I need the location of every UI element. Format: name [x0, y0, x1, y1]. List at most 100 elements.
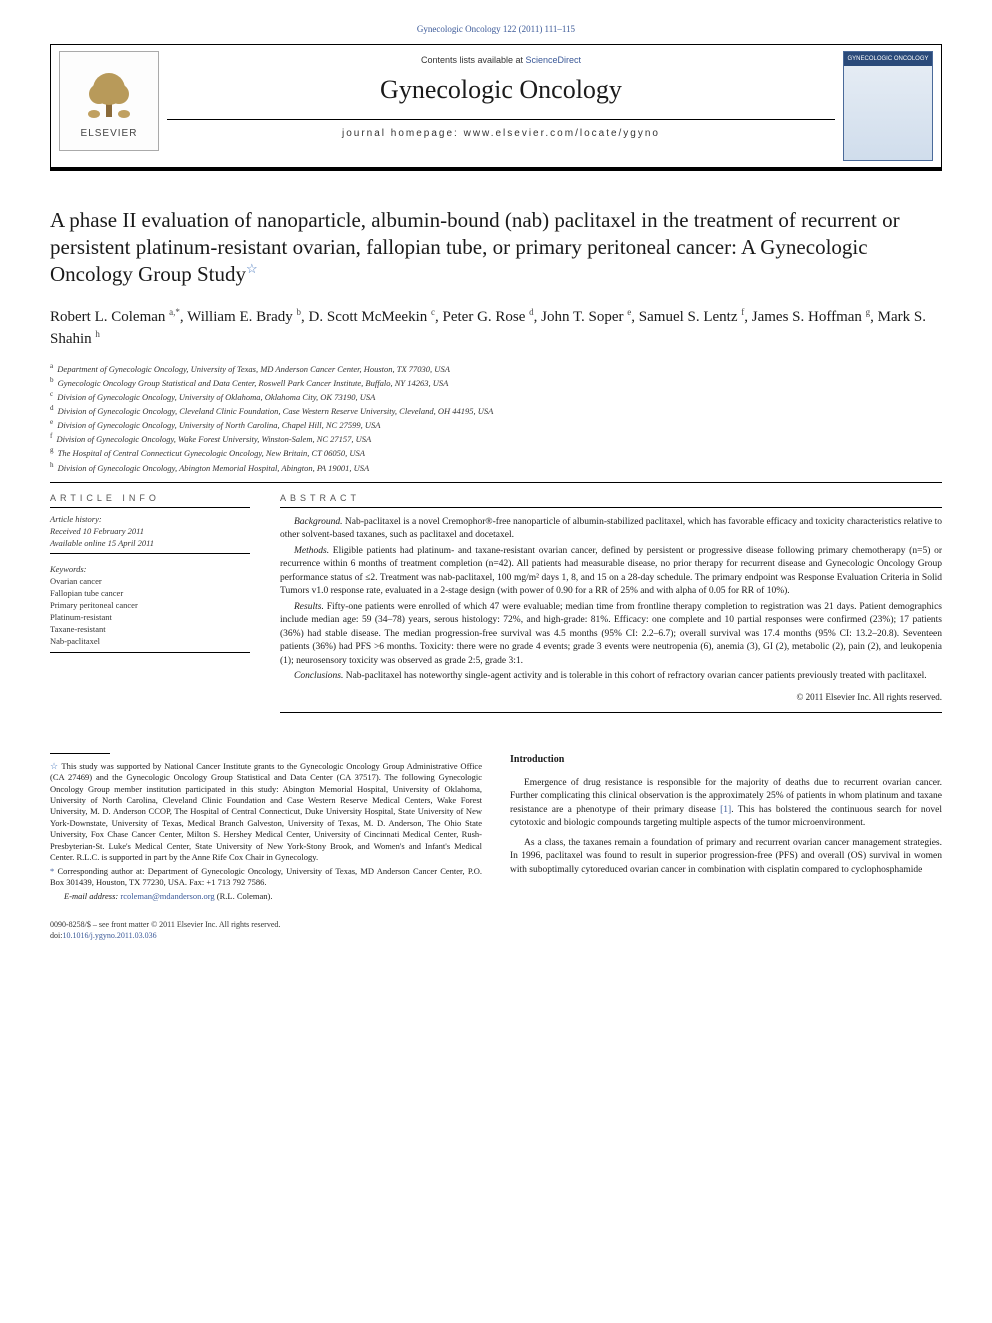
intro-para-2: As a class, the taxanes remain a foundat… — [510, 837, 942, 877]
author-affil-sup: d — [529, 307, 534, 317]
article-title-text: A phase II evaluation of nanoparticle, a… — [50, 208, 900, 286]
abstract-para: Results. Fifty-one patients were enrolle… — [280, 601, 942, 668]
elsevier-tree-icon — [79, 64, 139, 124]
email-suffix: (R.L. Coleman). — [215, 891, 273, 901]
journal-cover-thumbnail: GYNECOLOGIC ONCOLOGY — [843, 51, 933, 161]
funding-star-icon: ☆ — [246, 261, 258, 276]
abstract-heading: ABSTRACT — [280, 493, 942, 503]
affil-sup: f — [50, 432, 52, 440]
article-title: A phase II evaluation of nanoparticle, a… — [50, 207, 942, 288]
author-affil-sup: c — [431, 307, 435, 317]
doi-label: doi: — [50, 931, 62, 940]
abstract-section-label: Results. — [294, 602, 324, 612]
journal-citation-link[interactable]: Gynecologic Oncology 122 (2011) 111–115 — [417, 24, 575, 34]
affiliation: d Division of Gynecologic Oncology, Clev… — [50, 403, 942, 417]
author: John T. Soper e — [541, 309, 631, 325]
author: William E. Brady b — [187, 309, 301, 325]
author-affil-sup: f — [741, 307, 744, 317]
affil-sup: a — [50, 362, 53, 370]
introduction-heading: Introduction — [510, 753, 942, 767]
funding-text: This study was supported by National Can… — [50, 761, 482, 863]
info-rule — [50, 507, 250, 508]
journal-header: ELSEVIER Contents lists available at Sci… — [50, 44, 942, 168]
doi-link[interactable]: 10.1016/j.ygyno.2011.03.036 — [62, 931, 156, 940]
cover-thumb-label: GYNECOLOGIC ONCOLOGY — [844, 52, 932, 66]
author-affil-sup: b — [297, 307, 302, 317]
info-rule — [50, 553, 250, 554]
corr-text: Corresponding author at: Department of G… — [50, 866, 482, 887]
abstract-section-label: Background. — [294, 517, 342, 527]
elsevier-logo: ELSEVIER — [59, 51, 159, 151]
author-affil-sup: h — [95, 329, 100, 339]
abstract-section-label: Methods. — [294, 546, 329, 556]
affiliation: h Division of Gynecologic Oncology, Abin… — [50, 460, 942, 474]
bottom-meta: 0090-8258/$ – see front matter © 2011 El… — [50, 920, 482, 941]
body-columns: ☆ This study was supported by National C… — [50, 753, 942, 941]
affiliation: e Division of Gynecologic Oncology, Univ… — [50, 417, 942, 431]
email-link[interactable]: rcoleman@mdanderson.org — [120, 891, 214, 901]
abstract-para: Methods. Eligible patients had platinum-… — [280, 545, 942, 599]
article-info-heading: ARTICLE INFO — [50, 493, 250, 503]
corresponding-mark: * — [175, 307, 180, 317]
author: Robert L. Coleman a,* — [50, 309, 180, 325]
received-date: Received 10 February 2011 — [50, 526, 250, 538]
cover-thumb-body — [844, 66, 932, 160]
author-affil-sup: e — [627, 307, 631, 317]
affiliation: b Gynecologic Oncology Group Statistical… — [50, 375, 942, 389]
keyword: Fallopian tube cancer — [50, 588, 250, 600]
affil-sup: h — [50, 461, 54, 469]
keyword: Platinum-resistant — [50, 612, 250, 624]
star-icon: ☆ — [50, 761, 59, 771]
author: James S. Hoffman g — [752, 309, 870, 325]
corresponding-footnote: * Corresponding author at: Department of… — [50, 866, 482, 889]
abstract-col: ABSTRACT Background. Nab-paclitaxel is a… — [280, 493, 942, 713]
affil-sup: e — [50, 418, 53, 426]
abstract-copyright: © 2011 Elsevier Inc. All rights reserved… — [280, 692, 942, 702]
affiliation: f Division of Gynecologic Oncology, Wake… — [50, 431, 942, 445]
sciencedirect-link[interactable]: ScienceDirect — [526, 55, 582, 65]
section-rule — [50, 482, 942, 483]
journal-homepage: journal homepage: www.elsevier.com/locat… — [167, 119, 835, 147]
info-rule — [50, 652, 250, 653]
contents-line: Contents lists available at ScienceDirec… — [167, 55, 835, 65]
doi-line: doi:10.1016/j.ygyno.2011.03.036 — [50, 931, 482, 941]
history-label: Article history: — [50, 514, 250, 526]
email-footnote: E-mail address: rcoleman@mdanderson.org … — [50, 891, 482, 902]
abstract-bottom-rule — [280, 712, 942, 713]
header-center: Contents lists available at ScienceDirec… — [167, 51, 835, 147]
front-matter: 0090-8258/$ – see front matter © 2011 El… — [50, 920, 482, 930]
header-rule — [50, 168, 942, 171]
article-info-col: ARTICLE INFO Article history: Received 1… — [50, 493, 250, 713]
affiliation: a Department of Gynecologic Oncology, Un… — [50, 361, 942, 375]
keywords-block: Keywords: Ovarian cancerFallopian tube c… — [50, 564, 250, 647]
abstract-para: Conclusions. Nab-paclitaxel has notewort… — [280, 670, 942, 683]
keyword: Ovarian cancer — [50, 576, 250, 588]
affil-sup: b — [50, 376, 54, 384]
abstract-para: Background. Nab-paclitaxel is a novel Cr… — [280, 516, 942, 543]
journal-citation: Gynecologic Oncology 122 (2011) 111–115 — [50, 24, 942, 34]
elsevier-logo-text: ELSEVIER — [81, 128, 138, 139]
author: D. Scott McMeekin c — [309, 309, 435, 325]
footnote-rule — [50, 753, 110, 754]
affil-sup: d — [50, 404, 54, 412]
affiliations-list: a Department of Gynecologic Oncology, Un… — [50, 361, 942, 474]
affil-sup: c — [50, 390, 53, 398]
authors-list: Robert L. Coleman a,*, William E. Brady … — [50, 306, 942, 351]
right-body-col: Introduction Emergence of drug resistanc… — [510, 753, 942, 941]
asterisk-icon: * — [50, 866, 54, 876]
author: Peter G. Rose d — [443, 309, 534, 325]
ref-1-link[interactable]: [1] — [720, 805, 731, 815]
author-affil-sup: g — [866, 307, 871, 317]
abstract-section-label: Conclusions. — [294, 671, 343, 681]
author: Samuel S. Lentz f — [639, 309, 744, 325]
affil-sup: g — [50, 446, 54, 454]
funding-footnote: ☆ This study was supported by National C… — [50, 760, 482, 864]
keyword: Nab-paclitaxel — [50, 636, 250, 648]
info-abstract-row: ARTICLE INFO Article history: Received 1… — [50, 493, 942, 713]
affiliation: c Division of Gynecologic Oncology, Univ… — [50, 389, 942, 403]
affiliation: g The Hospital of Central Connecticut Gy… — [50, 445, 942, 459]
email-label: E-mail address: — [64, 891, 118, 901]
keywords-label: Keywords: — [50, 564, 250, 576]
online-date: Available online 15 April 2011 — [50, 538, 250, 550]
keyword: Taxane-resistant — [50, 624, 250, 636]
